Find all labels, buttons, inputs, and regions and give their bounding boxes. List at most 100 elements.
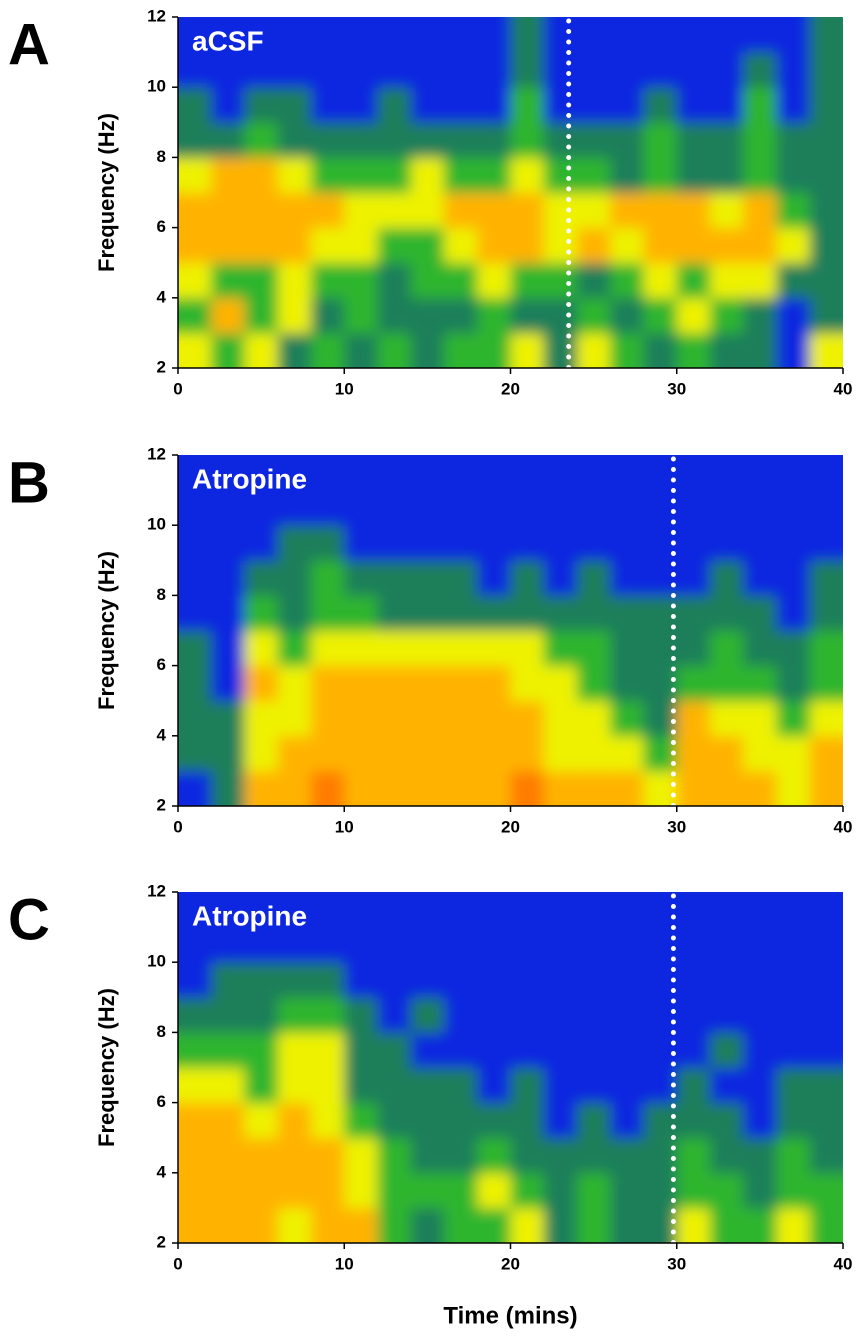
heat-cell: [277, 17, 312, 53]
heat-cell: [809, 525, 843, 561]
heat-cell: [410, 87, 445, 123]
x-tick-label: 30: [667, 1254, 686, 1273]
heat-cell: [610, 735, 644, 772]
heat-cell: [178, 1207, 212, 1243]
heat-cell: [311, 1102, 345, 1139]
heat-cell: [743, 735, 777, 772]
heat-cell: [643, 997, 678, 1033]
heat-cell: [444, 892, 478, 928]
heat-cell: [676, 962, 711, 998]
heat-cell: [776, 1067, 811, 1104]
y-tick-label: 4: [157, 725, 167, 744]
heat-cell: [344, 927, 378, 963]
heat-cell: [211, 17, 245, 53]
heat-cell: [643, 665, 678, 702]
heat-cell: [776, 332, 811, 368]
heat-cell: [277, 87, 312, 123]
heat-cell: [311, 297, 345, 334]
heat-cell: [211, 962, 245, 998]
heat-cell: [543, 770, 578, 806]
x-tick-label: 30: [667, 379, 686, 398]
heat-cell: [809, 1102, 843, 1139]
heat-cell: [543, 192, 578, 229]
heat-cell: [743, 17, 777, 53]
heat-cell: [244, 17, 279, 53]
heat-cell: [809, 1032, 843, 1068]
heat-cell: [710, 1137, 744, 1174]
heat-cell: [311, 262, 345, 299]
heat-cell: [743, 1172, 777, 1209]
heat-cell: [344, 262, 378, 299]
heat-cell: [211, 262, 245, 299]
heat-cell: [776, 700, 811, 737]
heat-cell: [776, 770, 811, 806]
heat-cell: [610, 332, 644, 368]
heat-cell: [610, 1102, 644, 1139]
heat-cell: [477, 192, 511, 229]
heat-cell: [477, 122, 511, 158]
heat-cell: [211, 227, 245, 264]
heat-cell: [277, 1102, 312, 1139]
x-tick-label: 0: [173, 379, 182, 398]
heat-cell: [377, 997, 412, 1033]
heat-cell: [211, 52, 245, 88]
heat-cell: [277, 297, 312, 334]
heat-cell: [211, 1067, 245, 1104]
heat-cell: [676, 1172, 711, 1209]
heat-cell: [577, 297, 611, 334]
heat-cell: [477, 927, 511, 963]
heat-cell: [710, 455, 744, 491]
heat-cell: [809, 490, 843, 526]
heat-cell: [277, 262, 312, 299]
heat-cell: [311, 700, 345, 737]
heat-cell: [710, 1067, 744, 1104]
heat-cell: [610, 455, 644, 491]
heat-cell: [676, 595, 711, 631]
heat-cell: [809, 560, 843, 596]
heat-cell: [543, 700, 578, 737]
heat-cell: [643, 560, 678, 596]
x-tick-label: 10: [335, 817, 354, 836]
heat-cell: [178, 997, 212, 1033]
heat-cell: [277, 927, 312, 963]
heat-cell: [510, 1207, 545, 1243]
heat-cell: [577, 490, 611, 526]
heat-cell: [610, 962, 644, 998]
x-tick-label: 40: [834, 817, 853, 836]
heat-cell: [510, 490, 545, 526]
heat-cell: [178, 770, 212, 806]
heat-cell: [444, 560, 478, 596]
heat-cell: [510, 560, 545, 596]
heat-cell: [178, 1172, 212, 1209]
heat-cell: [244, 770, 279, 806]
heat-cell: [610, 192, 644, 229]
heat-cell: [676, 1207, 711, 1243]
heat-cell: [776, 962, 811, 998]
heat-cell: [477, 735, 511, 772]
heatmap-cells: [178, 17, 843, 368]
heat-cell: [377, 332, 412, 368]
heat-cell: [311, 735, 345, 772]
heat-cell: [344, 560, 378, 596]
heat-cell: [211, 87, 245, 123]
heat-cell: [344, 297, 378, 334]
heat-cell: [178, 892, 212, 928]
heat-cell: [311, 157, 345, 193]
heat-cell: [776, 227, 811, 264]
heat-cell: [743, 1102, 777, 1139]
heat-cell: [477, 700, 511, 737]
heat-cell: [610, 87, 644, 123]
heat-cell: [410, 1102, 445, 1139]
heat-cell: [543, 332, 578, 368]
heat-cell: [809, 700, 843, 737]
heat-cell: [610, 770, 644, 806]
heat-cell: [676, 332, 711, 368]
heat-cell: [311, 665, 345, 702]
heat-cell: [444, 455, 478, 491]
heat-cell: [410, 927, 445, 963]
heat-cell: [377, 962, 412, 998]
heat-cell: [178, 455, 212, 491]
heat-cell: [178, 52, 212, 88]
heat-cell: [643, 87, 678, 123]
heat-cell: [377, 1032, 412, 1068]
